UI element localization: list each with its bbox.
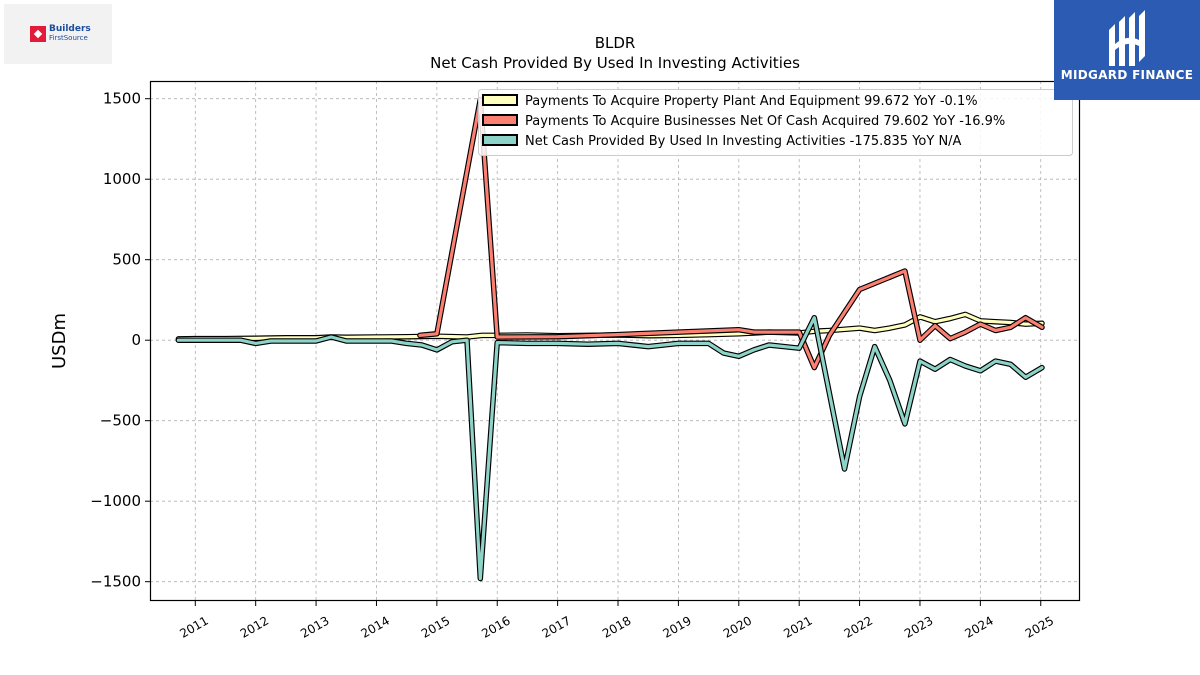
x-tick-label: 2012: [238, 613, 271, 640]
y-axis-label: USDm: [49, 313, 70, 369]
y-tick-label: 1500: [103, 90, 141, 108]
legend-box: [478, 89, 1073, 156]
plot-frame: [149, 80, 1081, 602]
y-tick-label: −1000: [90, 492, 141, 510]
x-tick-label: 2015: [419, 613, 452, 640]
chart-subtitle: Net Cash Provided By Used In Investing A…: [430, 54, 800, 72]
y-tick-label: 1000: [103, 170, 141, 188]
builders-logo-icon: [30, 26, 46, 42]
series-lines: [175, 96, 1045, 582]
axis-ticks: −1500 −1000 −500 0 500 1000 1500 2011 2012 2013 20…: [90, 90, 1056, 641]
x-tick-label: 2013: [298, 613, 331, 640]
y-tick-label: −1500: [90, 573, 141, 591]
legend-label: Payments To Acquire Property Plant And E…: [525, 94, 978, 109]
x-tick-label: 2021: [781, 613, 814, 640]
legend-label: Payments To Acquire Businesses Net Of Ca…: [525, 114, 1005, 129]
legend: Payments To Acquire Property Plant And E…: [478, 89, 1073, 156]
series-line-outline: [175, 314, 1045, 582]
legend-swatch: [482, 134, 518, 146]
legend-swatch: [482, 114, 518, 126]
y-tick-label: −500: [100, 412, 141, 430]
x-tick-label: 2020: [721, 613, 754, 640]
y-tick-label: 0: [131, 331, 141, 349]
y-tick-label: 500: [112, 251, 141, 269]
x-tick-label: 2019: [660, 613, 693, 640]
x-tick-label: 2024: [962, 613, 995, 640]
midgard-finance-logo: MIDGARD FINANCE: [1054, 0, 1200, 100]
logo-text-line2: FirstSource: [49, 34, 88, 42]
legend-label: Net Cash Provided By Used In Investing A…: [525, 134, 962, 149]
x-tick-label: 2011: [177, 613, 210, 640]
x-tick-label: 2022: [842, 613, 875, 640]
x-tick-label: 2023: [902, 613, 935, 640]
x-tick-label: 2014: [359, 613, 392, 640]
midgard-logo-icon: [1109, 10, 1145, 66]
builders-firstsource-logo: Builders FirstSource: [4, 4, 112, 64]
x-tick-label: 2018: [600, 613, 633, 640]
x-tick-label: 2017: [540, 613, 573, 640]
logo-text-line1: Builders: [49, 24, 91, 34]
series-line: [176, 316, 1044, 581]
legend-swatch: [482, 94, 518, 106]
chart-title: BLDR: [595, 34, 636, 52]
midgard-logo-text: MIDGARD FINANCE: [1060, 68, 1194, 82]
x-tick-label: 2016: [479, 613, 512, 640]
x-tick-label: 2025: [1023, 613, 1056, 640]
series-line: [418, 97, 1044, 370]
